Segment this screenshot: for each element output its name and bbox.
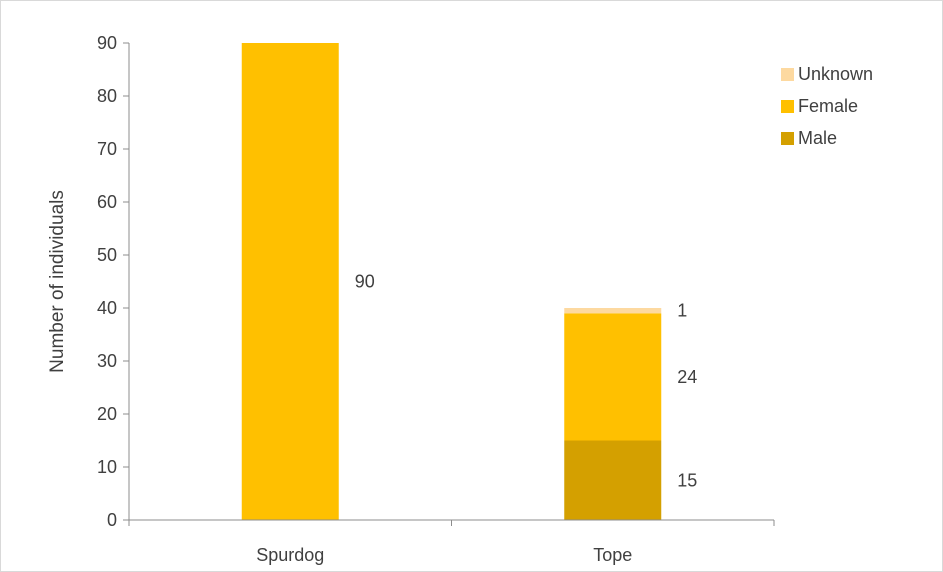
bar-spurdog-female [241,43,339,520]
x-tick-label-spurdog: Spurdog [256,545,324,565]
bar-tope-female [564,313,662,441]
y-tick-label-0: 0 [107,510,117,530]
y-axis-title: Number of individuals [47,190,68,373]
legend-label-unknown: Unknown [798,64,873,84]
y-tick-label-90: 90 [97,33,117,53]
legend-swatch-unknown [781,68,794,81]
legend-swatch-female [781,100,794,113]
y-tick-label-20: 20 [97,404,117,424]
data-label-tope-female: 24 [677,367,697,387]
legend-label-female: Female [798,96,858,116]
y-tick-label-40: 40 [97,298,117,318]
y-tick-label-10: 10 [97,457,117,477]
data-label-spurdog-female: 90 [355,272,375,292]
x-tick-label-tope: Tope [593,545,632,565]
y-tick-label-60: 60 [97,192,117,212]
bar-tope-unknown [564,308,662,314]
y-tick-label-80: 80 [97,86,117,106]
y-tick-label-30: 30 [97,351,117,371]
y-tick-label-50: 50 [97,245,117,265]
legend-label-male: Male [798,128,837,148]
legend-swatch-male [781,132,794,145]
y-tick-label-70: 70 [97,139,117,159]
bar-tope-male [564,440,662,520]
data-label-tope-male: 15 [677,470,697,490]
data-label-tope-unknown: 1 [677,301,687,321]
